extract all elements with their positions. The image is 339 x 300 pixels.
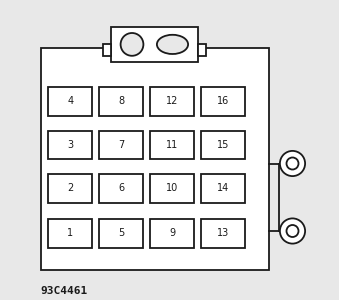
Bar xyxy=(198,44,205,56)
Text: 2: 2 xyxy=(67,183,73,193)
Circle shape xyxy=(286,225,299,237)
Bar xyxy=(48,219,93,248)
Text: 7: 7 xyxy=(118,140,124,150)
Text: 13: 13 xyxy=(217,228,229,238)
Circle shape xyxy=(280,218,305,244)
Ellipse shape xyxy=(157,35,188,54)
Circle shape xyxy=(280,151,305,176)
Bar xyxy=(99,174,143,203)
Bar xyxy=(48,87,93,116)
Bar xyxy=(111,27,198,62)
Bar xyxy=(150,130,194,159)
Bar xyxy=(99,130,143,159)
Text: 3: 3 xyxy=(67,140,73,150)
Bar xyxy=(48,130,93,159)
Bar xyxy=(201,130,245,159)
Text: 5: 5 xyxy=(118,228,124,238)
Ellipse shape xyxy=(121,33,143,56)
Text: 6: 6 xyxy=(118,183,124,193)
Bar xyxy=(201,219,245,248)
Bar xyxy=(99,87,143,116)
Text: 16: 16 xyxy=(217,96,229,106)
Text: 9: 9 xyxy=(169,228,175,238)
Bar xyxy=(201,174,245,203)
Text: 8: 8 xyxy=(118,96,124,106)
Text: 11: 11 xyxy=(166,140,178,150)
Text: 1: 1 xyxy=(67,228,73,238)
Text: 15: 15 xyxy=(217,140,230,150)
Text: 4: 4 xyxy=(67,96,73,106)
Bar xyxy=(150,219,194,248)
Bar xyxy=(48,174,93,203)
Text: 93C4461: 93C4461 xyxy=(40,286,88,296)
Bar xyxy=(150,174,194,203)
Text: 10: 10 xyxy=(166,183,178,193)
Bar xyxy=(150,87,194,116)
Circle shape xyxy=(286,158,299,169)
Bar xyxy=(99,219,143,248)
Bar xyxy=(201,87,245,116)
Text: 12: 12 xyxy=(166,96,178,106)
Text: 14: 14 xyxy=(217,183,229,193)
Bar xyxy=(40,48,268,270)
Bar xyxy=(103,44,111,56)
